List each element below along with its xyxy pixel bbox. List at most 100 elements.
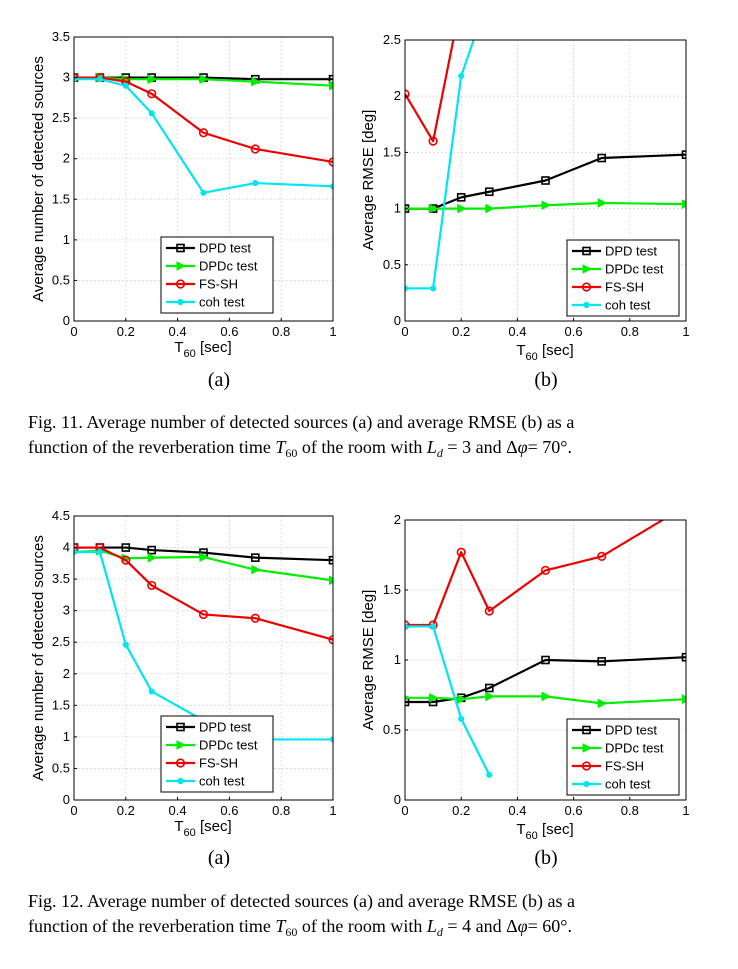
data-point-fs-sh [147, 89, 157, 99]
y-tick-label: 3.5 [52, 571, 70, 586]
legend-marker [581, 761, 592, 771]
x-tick-label: 0.2 [452, 803, 470, 818]
y-tick-label: 1 [394, 652, 401, 667]
x-tick-label: 0.6 [565, 803, 583, 818]
legend-item: DPDc test [572, 741, 664, 756]
legend-label: DPD test [605, 723, 657, 738]
x-tick-label: 0.8 [621, 324, 639, 339]
series-line-fs-sh [74, 546, 333, 641]
y-tick-label: 4 [63, 540, 70, 555]
data-point-fs-sh [74, 72, 79, 83]
legend-label: FS-SH [605, 280, 644, 295]
data-point-dpdc-test [541, 691, 552, 702]
legend-label: FS-SH [199, 277, 238, 292]
x-tick-label: 0 [401, 324, 408, 339]
data-point-coh-test [122, 82, 129, 89]
series-line-coh-test [405, 40, 475, 290]
legend-label: FS-SH [605, 759, 644, 774]
y-tick-label: 2 [394, 512, 401, 527]
data-point-fs-sh [198, 609, 209, 620]
series-line-fs-sh [405, 40, 455, 143]
legend-item: coh test [572, 298, 651, 313]
data-point-coh-test [96, 76, 104, 83]
legend-item: DPD test [166, 241, 251, 256]
x-tick-label: 0.4 [169, 803, 187, 818]
legend-marker [582, 725, 591, 735]
legend-item: DPDc test [166, 259, 258, 274]
data-point-dpdc-test [251, 564, 261, 575]
legend-label: coh test [605, 777, 651, 792]
data-point-fs-sh [250, 613, 260, 623]
series-fs-sh [405, 502, 690, 630]
data-point-coh-test [122, 641, 129, 648]
data-point-dpdc-test [457, 694, 467, 705]
data-point-dpdc-test [597, 198, 608, 208]
x-tick-label: 1 [682, 803, 689, 818]
data-point-dpd-test [328, 74, 333, 84]
legend-item: coh test [572, 777, 651, 792]
y-tick-label: 1.5 [383, 144, 401, 159]
data-point-coh-test [486, 771, 493, 778]
y-tick-label: 2 [63, 151, 70, 166]
x-axis-label: T60 [sec] [174, 339, 231, 360]
data-point-dpd-test [328, 555, 333, 565]
series-coh-test [74, 548, 333, 743]
data-point-fs-sh [682, 502, 690, 510]
data-point-dpd-test [541, 176, 550, 185]
y-tick-label: 1 [63, 232, 70, 247]
x-tick-label: 0.4 [169, 324, 187, 339]
legend-item: coh test [166, 774, 245, 789]
data-point-fs-sh [428, 136, 438, 146]
legend-marker [176, 261, 187, 271]
subfigure-label-a: (a) [208, 369, 230, 391]
data-point-dpdc-test [329, 80, 333, 91]
legend: DPD test DPDc test FS-SH coh test [566, 718, 680, 796]
y-tick-label: 2.5 [383, 32, 401, 47]
data-point-dpdc-test [457, 203, 467, 214]
data-point-dpdc-test [541, 200, 552, 211]
data-point-coh-test [405, 285, 409, 292]
legend-label: DPDc test [199, 259, 258, 274]
legend-label: DPD test [199, 720, 251, 735]
y-tick-label: 1 [394, 201, 401, 216]
legend-marker [176, 740, 187, 750]
x-tick-label: 1 [329, 324, 336, 339]
caption-line-2: function of the reverberation time T60 o… [28, 916, 572, 939]
y-tick-label: 1.5 [52, 191, 70, 206]
data-point-dpd-test [147, 545, 156, 555]
legend-label: DPDc test [605, 262, 664, 277]
data-point-fs-sh [328, 157, 333, 167]
data-point-dpdc-test [147, 552, 158, 563]
legend-marker [175, 758, 186, 768]
legend-label: coh test [199, 774, 245, 789]
data-point-dpd-test [121, 543, 131, 552]
y-tick-label: 0.5 [383, 257, 401, 272]
x-tick-label: 0.6 [565, 324, 583, 339]
series-line-coh-test [405, 625, 491, 776]
data-point-coh-test [96, 548, 104, 556]
series-dpdc-test [405, 198, 686, 214]
legend: DPD test DPDc test FS-SH coh test [566, 239, 680, 317]
data-point-coh-test [405, 623, 409, 630]
caption-line-2: function of the reverberation time T60 o… [28, 437, 572, 460]
legend-label: coh test [605, 298, 651, 313]
chart-fig12a: 0 0.2 0.4 0.6 0.8 1 0 0.5 1 1.5 2 2.5 3 3.5 4 4.5 Avera… [30, 508, 337, 869]
data-point-dpd-test [484, 187, 494, 197]
data-point-dpd-test [456, 193, 466, 202]
legend-label: DPDc test [605, 741, 664, 756]
legend: DPD test DPDc test FS-SH coh test [160, 236, 274, 314]
data-point-fs-sh [74, 542, 79, 553]
data-point-coh-test [148, 110, 155, 117]
x-axis-label: T60 [sec] [174, 818, 231, 839]
legend-marker [175, 279, 186, 289]
legend-marker [177, 777, 184, 785]
y-tick-label: 1 [63, 729, 70, 744]
subfigure-label-a: (a) [208, 847, 230, 869]
data-point-dpd-test [484, 683, 494, 693]
subfigure-label-b: (b) [534, 369, 557, 391]
x-tick-label: 0 [401, 803, 408, 818]
data-point-dpd-test [251, 553, 260, 562]
legend-label: DPD test [199, 241, 251, 256]
data-point-fs-sh [328, 635, 333, 645]
legend-marker [176, 722, 185, 732]
